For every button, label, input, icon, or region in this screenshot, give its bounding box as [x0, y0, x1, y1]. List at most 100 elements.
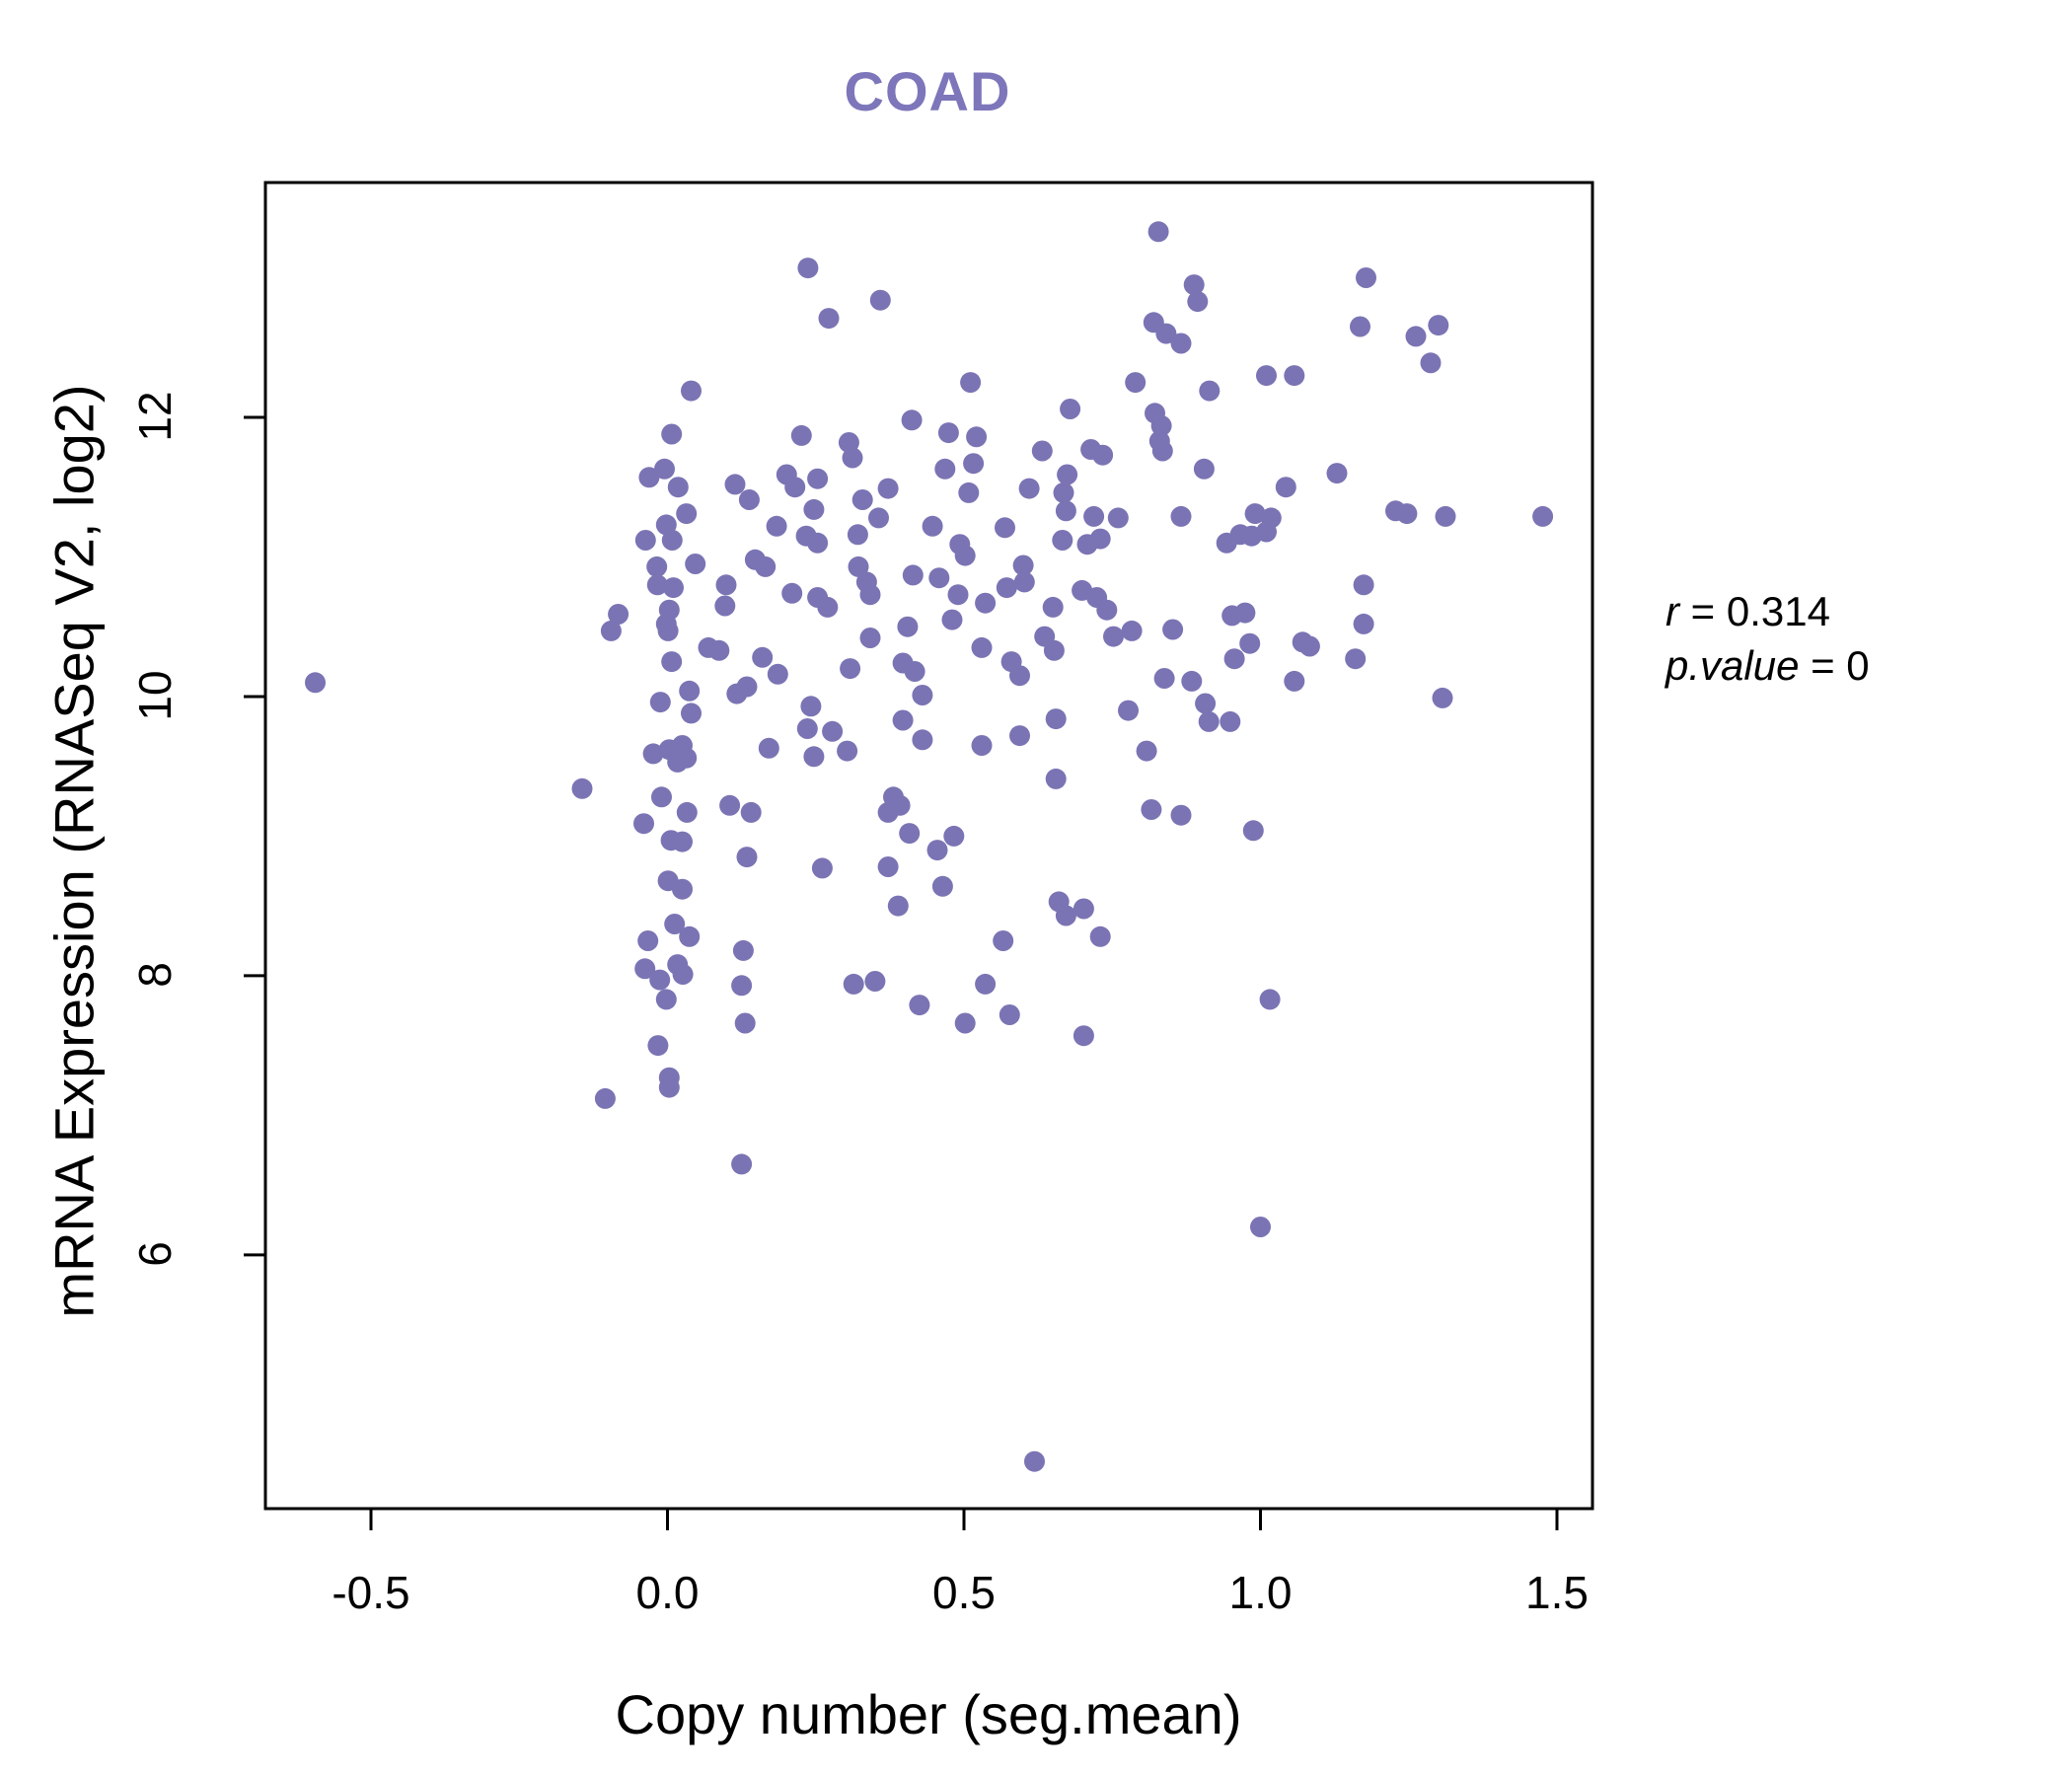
data-point: [1018, 478, 1040, 499]
data-point: [1198, 710, 1220, 732]
data-point: [1009, 725, 1030, 747]
axis-ticks: [244, 415, 1559, 1530]
data-point: [797, 258, 819, 279]
data-point: [784, 477, 806, 498]
data-point: [928, 567, 950, 589]
y-tick-label: 8: [129, 962, 181, 988]
data-point: [1141, 799, 1162, 820]
data-point: [1125, 372, 1147, 394]
data-point: [912, 685, 933, 705]
data-point: [651, 786, 672, 808]
data-point: [1013, 571, 1035, 593]
data-point: [847, 524, 868, 546]
data-point: [1223, 648, 1245, 670]
p-value-text: p.value = 0: [1665, 642, 1870, 690]
data-point: [1216, 532, 1237, 554]
data-point: [966, 426, 988, 448]
data-point: [1326, 463, 1348, 484]
chart-title: COAD: [844, 60, 1011, 122]
data-point: [594, 1087, 616, 1109]
data-point: [818, 308, 840, 330]
data-point: [1103, 626, 1124, 647]
data-point: [1242, 820, 1264, 842]
data-point: [685, 554, 706, 574]
data-point: [1432, 687, 1453, 708]
data-point: [1428, 315, 1449, 336]
data-point: [676, 801, 698, 823]
data-point: [851, 489, 873, 510]
data-point: [817, 596, 839, 618]
data-point: [1073, 898, 1094, 920]
data-point: [661, 651, 683, 673]
data-point: [912, 729, 933, 751]
data-point: [1396, 503, 1418, 525]
data-point: [837, 740, 858, 762]
data-point: [1405, 326, 1427, 347]
data-point: [899, 823, 921, 845]
data-point: [654, 458, 675, 480]
data-point: [963, 453, 985, 475]
data-point: [993, 930, 1014, 951]
data-point: [941, 609, 963, 630]
data-point: [1136, 740, 1157, 762]
data-point: [649, 969, 671, 991]
y-tick-label: 10: [129, 670, 181, 721]
data-point: [1183, 274, 1205, 296]
data-point: [766, 515, 787, 537]
data-point: [1250, 1217, 1271, 1237]
data-point: [1170, 333, 1192, 354]
data-point: [1284, 365, 1305, 387]
data-point: [642, 743, 664, 765]
data-point: [1256, 365, 1277, 387]
data-point: [681, 380, 702, 402]
data-point: [1170, 804, 1192, 826]
data-point: [877, 856, 899, 877]
data-point: [1055, 905, 1076, 926]
data-point: [715, 574, 737, 596]
data-point: [971, 735, 993, 756]
data-point: [740, 801, 762, 823]
data-point: [868, 507, 889, 529]
data-point: [800, 696, 822, 717]
data-point: [1532, 505, 1554, 527]
data-point: [634, 530, 656, 551]
data-point: [1170, 505, 1192, 527]
correlation-r-text: r = 0.314: [1665, 588, 1830, 634]
data-point: [1353, 574, 1374, 596]
data-point: [1435, 505, 1456, 527]
data-point: [892, 709, 914, 731]
data-point: [922, 515, 943, 537]
data-point: [790, 424, 812, 446]
data-point: [909, 995, 930, 1016]
data-point: [1118, 700, 1139, 721]
data-point: [661, 423, 683, 445]
data-point: [999, 1004, 1020, 1025]
data-point: [1420, 352, 1442, 374]
data-point: [755, 555, 777, 577]
data-point: [1107, 507, 1129, 529]
data-point: [726, 683, 748, 704]
data-point: [758, 737, 779, 759]
data-point: [732, 939, 754, 961]
data-point: [1193, 458, 1215, 480]
data-point: [1057, 464, 1078, 485]
data-point: [1089, 925, 1111, 947]
data-point: [1053, 481, 1074, 503]
data-point: [1199, 380, 1221, 402]
data-point: [672, 964, 694, 985]
data-point: [679, 925, 701, 947]
data-point: [822, 720, 844, 742]
data-point: [634, 958, 656, 980]
data-point: [954, 1012, 976, 1034]
data-point: [1052, 530, 1073, 551]
x-tick-label: 1.5: [1525, 1567, 1589, 1618]
data-point: [1073, 1025, 1094, 1047]
x-tick-label: 1.0: [1228, 1567, 1293, 1618]
data-point: [803, 746, 825, 768]
data-point: [731, 975, 753, 997]
x-tick-label: -0.5: [332, 1567, 410, 1618]
data-point: [1181, 670, 1203, 692]
data-point: [664, 914, 686, 934]
data-point: [960, 372, 982, 394]
data-point: [647, 1035, 669, 1057]
